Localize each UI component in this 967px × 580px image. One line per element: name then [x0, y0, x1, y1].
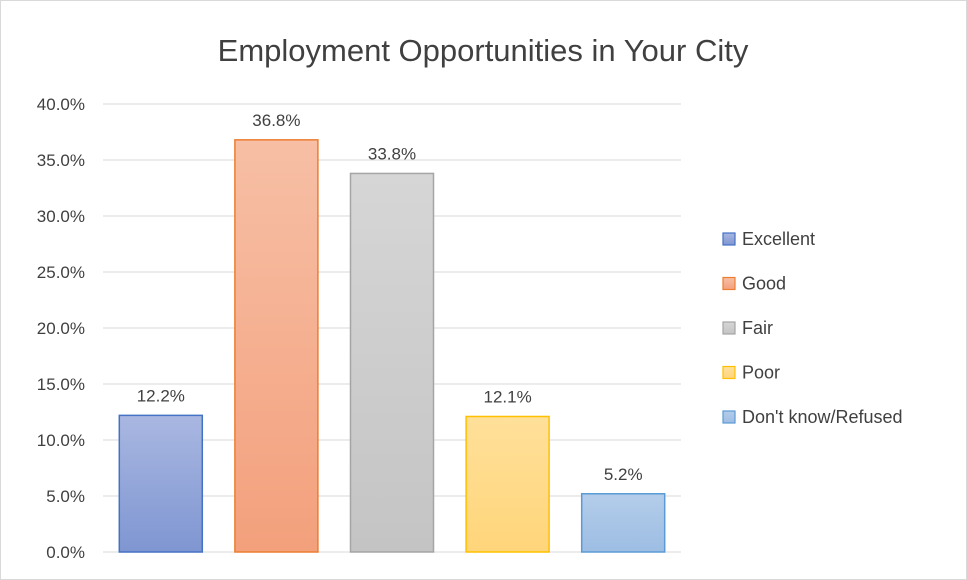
data-labels: 12.2% 36.8% 33.8% 12.1% 5.2%: [137, 111, 643, 484]
data-label: 12.2%: [137, 386, 185, 405]
y-tick-label: 10.0%: [37, 431, 85, 450]
data-label: 36.8%: [252, 111, 300, 130]
y-tick-label: 20.0%: [37, 319, 85, 338]
legend-label: Good: [742, 274, 786, 294]
bar-good: [234, 139, 319, 553]
legend-label: Poor: [742, 363, 780, 383]
legend-swatch: [722, 276, 736, 291]
legend: Excellent Good Fair Poor Don't know/Refused: [722, 229, 903, 427]
y-tick-label: 40.0%: [37, 95, 85, 114]
data-label: 12.1%: [483, 387, 531, 406]
legend-swatch: [722, 410, 736, 424]
legend-label: Excellent: [742, 229, 815, 249]
y-axis-ticks: 0.0% 5.0% 10.0% 15.0% 20.0% 25.0% 30.0% 35.0% 40…: [37, 95, 85, 562]
bar-fair: [349, 172, 435, 553]
legend-swatch: [722, 365, 736, 380]
y-tick-label: 0.0%: [46, 543, 85, 562]
data-label: 5.2%: [604, 465, 643, 484]
legend-swatch: [722, 321, 736, 335]
data-label: 33.8%: [368, 144, 416, 163]
y-tick-label: 25.0%: [37, 263, 85, 282]
bar-poor: [465, 415, 550, 553]
y-tick-label: 30.0%: [37, 207, 85, 226]
legend-swatch: [722, 232, 736, 246]
y-tick-label: 35.0%: [37, 151, 85, 170]
legend-label: Don't know/Refused: [742, 407, 903, 427]
y-tick-label: 5.0%: [46, 487, 85, 506]
bars: [118, 139, 666, 553]
chart-title: Employment Opportunities in Your City: [218, 33, 749, 68]
y-tick-label: 15.0%: [37, 375, 85, 394]
legend-label: Fair: [742, 318, 773, 338]
bar-excellent: [118, 414, 204, 553]
bar-don-t-know-refused: [580, 493, 666, 553]
